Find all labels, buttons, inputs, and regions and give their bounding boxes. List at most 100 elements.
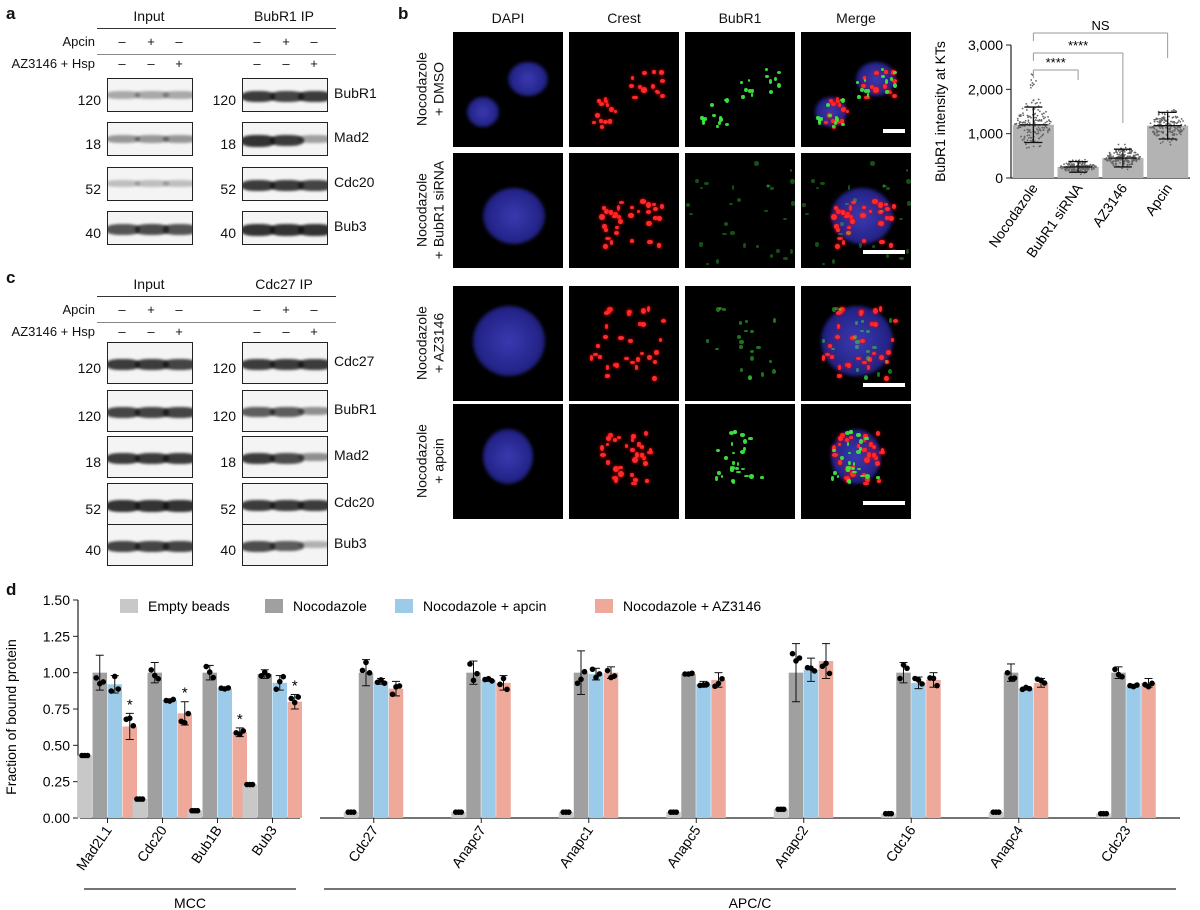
- data-point: [1065, 162, 1068, 165]
- bubr1-dot: [766, 184, 770, 188]
- replicate-point: [704, 681, 710, 688]
- crest-dot: [861, 447, 867, 453]
- bubr1-dot: [855, 321, 859, 325]
- crest-dot: [872, 199, 878, 204]
- bar: [272, 682, 287, 818]
- y-axis-label: BubR1 intensity at KTs: [932, 41, 948, 182]
- blot-band: [298, 91, 327, 103]
- data-point: [1037, 109, 1040, 111]
- group-label-apcc: APC/C: [729, 895, 772, 910]
- bubr1-dot: [860, 475, 865, 478]
- bubr1-dot: [851, 466, 855, 470]
- crest-dot: [601, 224, 607, 229]
- crest-dot: [877, 201, 883, 208]
- bubr1-dot: [739, 339, 744, 344]
- data-point: [1177, 129, 1180, 132]
- x-tick-label: Anapc1: [556, 822, 596, 870]
- crest-dot: [887, 89, 892, 93]
- panel-c-label: c: [6, 268, 16, 287]
- crest-dot: [836, 99, 841, 104]
- crest-dot: [855, 356, 861, 360]
- bubr1-dot: [765, 184, 771, 188]
- protein-label: Bub3: [334, 535, 367, 551]
- input-header: Input: [133, 8, 165, 24]
- crest-dot: [884, 69, 888, 75]
- x-tick-label: Cdc27: [345, 822, 381, 865]
- bubr1-dot: [717, 470, 721, 476]
- data-point: [1184, 124, 1187, 127]
- condition-name: Nocodazole: [413, 51, 429, 126]
- condition-treatment: + DMSO: [430, 61, 446, 116]
- blot-band: [243, 500, 275, 512]
- crest-dot: [630, 205, 634, 210]
- crest-dot: [871, 351, 876, 356]
- bubr1-dot: [742, 439, 747, 444]
- significance-marker: *: [292, 677, 298, 694]
- significance-label: ****: [1068, 38, 1088, 53]
- crest-dot: [833, 205, 838, 210]
- crest-dot: [828, 98, 833, 103]
- data-point: [1159, 142, 1162, 145]
- bubr1-dot: [719, 306, 723, 310]
- data-point: [1123, 153, 1126, 156]
- crest-dot: [830, 355, 835, 359]
- treatment-label: AZ3146 + Hsp: [11, 56, 95, 71]
- replicate-point: [689, 670, 695, 677]
- replicate-point: [1004, 669, 1011, 676]
- blot-band: [243, 359, 275, 371]
- crest-dot: [832, 453, 838, 458]
- bubr1-dot: [716, 125, 720, 128]
- data-point: [1061, 167, 1064, 170]
- category-group: [558, 650, 619, 818]
- bar: [147, 672, 162, 818]
- crest-dot: [857, 444, 861, 449]
- channel-header: Merge: [836, 10, 876, 26]
- data-point: [1178, 132, 1181, 134]
- data-point: [1025, 147, 1028, 149]
- replicate-point: [604, 667, 611, 674]
- replicate-point: [288, 695, 295, 702]
- bubr1-dot: [849, 430, 854, 434]
- data-point: [1037, 130, 1040, 132]
- bubr1-dot: [833, 470, 837, 476]
- crest-dot: [835, 208, 841, 214]
- crest-dot: [657, 243, 661, 248]
- treatment-sign: –: [118, 324, 126, 339]
- bubr1-dot: [740, 450, 745, 454]
- bubr1-dot: [847, 184, 851, 190]
- crest-dot: [828, 343, 833, 349]
- data-point: [1162, 132, 1164, 135]
- blot-band: [298, 453, 327, 462]
- category-group: [451, 660, 511, 818]
- data-point: [1128, 163, 1131, 166]
- replicate-point: [888, 810, 895, 817]
- data-point: [1126, 168, 1129, 171]
- replicate-point: [826, 670, 833, 677]
- blot-band: [108, 453, 140, 465]
- bar: [1126, 685, 1141, 818]
- replicate-point: [823, 660, 829, 667]
- data-point: [1134, 158, 1137, 161]
- data-point: [1070, 163, 1073, 165]
- data-point: [1176, 128, 1179, 131]
- crest-dot: [613, 110, 618, 114]
- bubr1-dot: [724, 122, 729, 127]
- bar: [681, 674, 696, 818]
- legend-label: Nocodazole + apcin: [423, 598, 546, 614]
- crest-dot: [848, 436, 854, 440]
- replicate-point: [715, 680, 722, 687]
- bubr1-dot: [864, 437, 869, 440]
- data-point: [1152, 126, 1155, 129]
- crest-dot: [632, 95, 638, 100]
- data-point: [1042, 115, 1044, 118]
- data-point: [1043, 126, 1045, 129]
- treatment-sign: +: [310, 324, 318, 339]
- bubr1-dot: [859, 243, 863, 248]
- data-point: [1175, 122, 1178, 125]
- condition-name: Nocodazole: [413, 172, 429, 247]
- blot-band: [243, 407, 275, 418]
- bar: [711, 679, 726, 818]
- bubr1-dot: [815, 242, 820, 247]
- data-point: [1170, 110, 1173, 112]
- legend-swatch: [120, 599, 138, 613]
